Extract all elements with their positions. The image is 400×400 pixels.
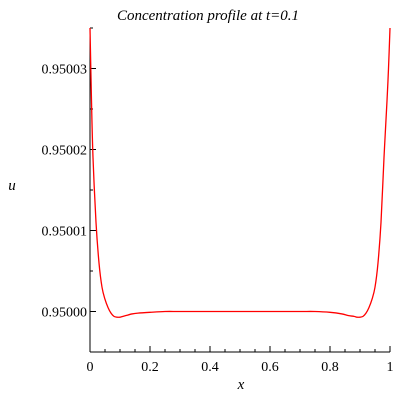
x-tick-label: 0 — [87, 360, 94, 375]
chart-title: Concentration profile at t=0.1 — [117, 8, 299, 24]
axes — [89, 28, 390, 353]
y-tick-label: 0.95002 — [42, 144, 88, 159]
x-tick-label: 0.8 — [321, 360, 339, 375]
x-tick-label: 0.4 — [201, 360, 219, 375]
y-tick-label: 0.95001 — [42, 225, 88, 240]
y-tick-label: 0.95000 — [42, 306, 88, 321]
y-axis-label: u — [8, 178, 16, 194]
x-tick-label: 1 — [387, 360, 394, 375]
ticks: 0 0.2 0.4 0.6 0.8 1 0.95000 0.95001 0.95002 0.950… — [42, 27, 394, 375]
x-tick-label: 0.2 — [141, 360, 159, 375]
series-layer — [89, 27, 391, 318]
x-axis-label: x — [237, 377, 245, 393]
x-tick-label: 0.6 — [261, 360, 279, 375]
series-line — [89, 27, 391, 318]
y-tick-label: 0.95003 — [42, 63, 88, 78]
